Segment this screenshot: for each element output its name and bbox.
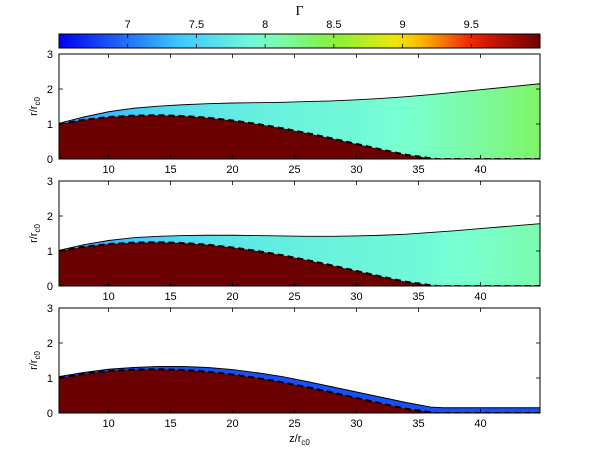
colorbar-title: Γ (295, 4, 303, 19)
y-axis-label-main: r/r (28, 105, 40, 116)
y-tick-label: 1 (47, 373, 53, 385)
y-tick-label: 3 (47, 49, 53, 61)
inner-boundary-dashed-line (59, 241, 540, 286)
y-tick-label: 0 (47, 154, 53, 166)
y-tick-label: 2 (47, 338, 53, 350)
y-tick-label: 0 (47, 408, 53, 420)
inner-boundary-dashed-line (59, 368, 540, 413)
colorbar-tick-label: 9 (400, 19, 406, 31)
y-axis-label-subscript: c0 (33, 224, 42, 233)
x-axis-label-subscript: c0 (301, 438, 310, 447)
x-tick-label: 10 (102, 291, 114, 303)
x-tick-label: 25 (288, 418, 300, 430)
inner-region (59, 369, 540, 413)
x-tick-label: 35 (412, 164, 424, 176)
x-tick-label: 35 (412, 291, 424, 303)
y-axis-label-subscript: c0 (33, 351, 42, 360)
colorbar-bar (58, 33, 541, 49)
x-tick-label: 20 (226, 164, 238, 176)
x-tick-label: 10 (102, 418, 114, 430)
panel-frame (58, 53, 541, 160)
x-tick-label: 20 (226, 418, 238, 430)
colorbar: 7 7.5 8 8.5 9 9.5 Γ (58, 4, 541, 49)
y-tick-label: 3 (47, 303, 53, 315)
panel-frame (58, 180, 541, 287)
y-tick-label: 0 (47, 281, 53, 293)
x-tick-label: 40 (474, 418, 486, 430)
y-tick-label: 2 (47, 211, 53, 223)
outer-boundary-line (59, 83, 540, 124)
panel-plot-area (59, 366, 540, 413)
x-tick-label: 30 (350, 291, 362, 303)
panel-plot-area (59, 223, 540, 286)
y-axis-label: r/rc0 (28, 224, 42, 243)
x-tick-label: 40 (474, 164, 486, 176)
x-tick-label: 15 (164, 291, 176, 303)
panel-plot-area (59, 83, 540, 159)
y-axis-label-subscript: c0 (33, 97, 42, 106)
x-tick-label: 30 (350, 418, 362, 430)
x-tick-label: 40 (474, 291, 486, 303)
inner-region (59, 115, 540, 159)
y-tick-label: 1 (47, 246, 53, 258)
y-axis-label: r/rc0 (28, 351, 42, 370)
y-tick-label: 2 (47, 84, 53, 96)
outer-boundary-line (59, 223, 540, 251)
x-tick-label: 15 (164, 418, 176, 430)
x-axis-label: z/rc0 (289, 433, 310, 447)
x-tick-label: 25 (288, 291, 300, 303)
x-tick-label: 35 (412, 418, 424, 430)
y-axis-label-main: r/r (28, 359, 40, 370)
colorbar-tick-label: 7 (125, 19, 131, 31)
outer-boundary-line (59, 366, 540, 409)
x-axis-label-main: z/r (289, 433, 302, 445)
panel-middle: 10 15 20 25 30 35 40 0 1 2 3 r/rc0 (28, 176, 541, 303)
x-tick-label: 30 (350, 164, 362, 176)
inner-region (59, 242, 540, 286)
y-axis-label: r/rc0 (28, 97, 42, 116)
x-tick-label: 15 (164, 164, 176, 176)
y-axis-label-main: r/r (28, 232, 40, 243)
y-tick-label: 1 (47, 119, 53, 131)
colorbar-tick-label: 8.5 (326, 19, 341, 31)
x-tick-label: 10 (102, 164, 114, 176)
x-tick-label: 25 (288, 164, 300, 176)
colorbar-tick-label: 9.5 (464, 19, 479, 31)
colorbar-tick-label: 7.5 (189, 19, 204, 31)
inner-boundary-dashed-line (59, 114, 540, 159)
colorbar-tick-label: 8 (262, 19, 268, 31)
y-tick-label: 3 (47, 176, 53, 188)
panel-frame (58, 307, 541, 414)
x-tick-label: 20 (226, 291, 238, 303)
panel-top: 10 15 20 25 30 35 40 0 1 2 3 r/rc0 (28, 49, 541, 176)
